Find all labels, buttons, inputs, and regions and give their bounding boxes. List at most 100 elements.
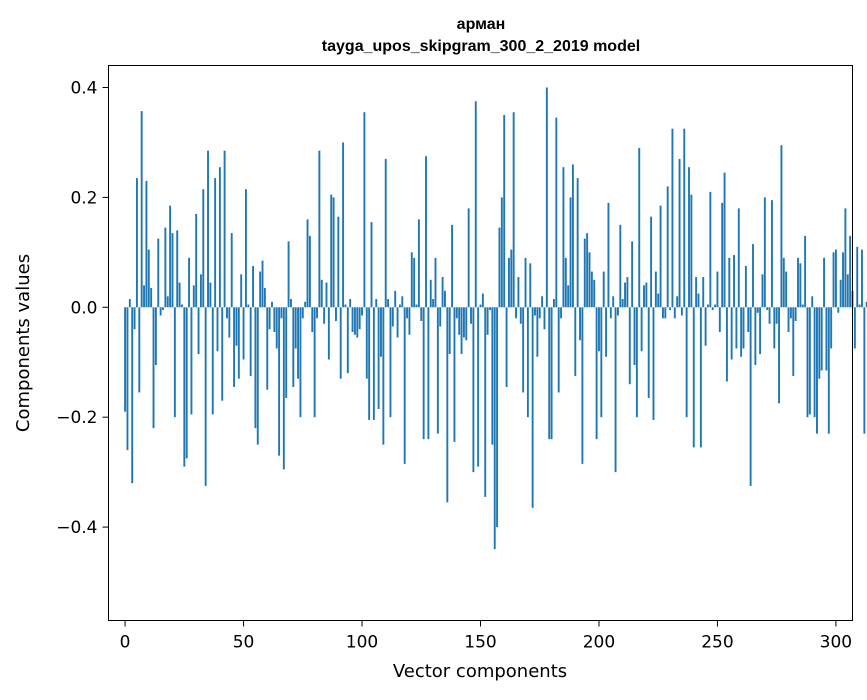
bar: [643, 285, 645, 308]
bar: [619, 224, 622, 308]
bar: [837, 307, 840, 313]
bar: [730, 307, 733, 360]
bar: [415, 304, 418, 308]
bar: [664, 307, 667, 319]
bar: [519, 307, 522, 324]
bar: [550, 307, 553, 440]
bar: [583, 238, 586, 308]
bar: [477, 307, 480, 467]
bar: [555, 117, 558, 308]
bar: [733, 255, 735, 308]
bar: [678, 158, 681, 308]
bar: [692, 307, 695, 448]
bar: [249, 307, 252, 376]
bar: [176, 230, 179, 308]
bar: [166, 296, 169, 308]
bar: [709, 191, 712, 308]
y-tick-label: −0.4: [56, 518, 97, 538]
bar: [375, 299, 378, 308]
bar: [358, 307, 361, 330]
bar: [804, 235, 807, 308]
bar: [628, 307, 631, 385]
bar: [252, 266, 254, 308]
bar: [256, 307, 259, 445]
bar: [436, 307, 439, 434]
bar: [247, 304, 250, 308]
bar: [711, 307, 714, 311]
bar: [408, 307, 411, 335]
bar: [811, 296, 814, 308]
bar: [444, 290, 446, 308]
bar: [507, 257, 510, 308]
bar: [562, 167, 565, 308]
bar: [515, 307, 517, 319]
bar: [441, 277, 444, 308]
bar: [164, 227, 167, 308]
bar: [199, 274, 202, 308]
plot-frame: [108, 65, 853, 621]
bar: [813, 307, 816, 418]
bar: [560, 307, 563, 319]
bar: [759, 307, 762, 354]
bar: [574, 307, 577, 376]
bar: [489, 307, 491, 311]
bar: [294, 307, 297, 349]
bar: [306, 219, 309, 308]
bar: [448, 307, 451, 354]
bar: [865, 301, 867, 308]
bar: [531, 307, 534, 508]
bar: [595, 307, 598, 440]
bar: [526, 307, 529, 418]
bar: [846, 274, 849, 308]
bar: [725, 307, 728, 382]
bar: [621, 299, 624, 308]
bar: [467, 208, 470, 308]
bar: [351, 307, 354, 333]
bar: [861, 249, 863, 308]
bar: [192, 285, 195, 308]
bar: [820, 307, 823, 371]
bar: [218, 167, 221, 308]
bar: [763, 197, 766, 308]
bar: [455, 307, 458, 319]
bar: [401, 296, 404, 308]
bar: [626, 277, 629, 308]
bar: [382, 307, 385, 445]
bar: [816, 307, 818, 434]
bar: [543, 307, 546, 330]
bar: [335, 307, 337, 322]
bar: [548, 307, 551, 440]
bar: [157, 238, 160, 308]
bar: [384, 158, 387, 308]
bar: [721, 202, 724, 308]
bar: [718, 307, 721, 333]
bar: [688, 167, 690, 308]
bar: [609, 307, 612, 319]
bar: [512, 112, 515, 308]
bar: [370, 222, 373, 308]
bar: [133, 307, 136, 330]
bar: [425, 156, 427, 308]
bar: [147, 249, 150, 308]
bar: [479, 304, 482, 308]
bar: [410, 252, 413, 308]
bar: [273, 307, 276, 333]
x-tick-label: 0: [120, 633, 131, 653]
bar: [588, 252, 591, 308]
bar: [569, 197, 572, 308]
bar: [417, 219, 420, 308]
bar: [616, 307, 619, 316]
bar: [728, 257, 731, 308]
bar: [344, 304, 347, 308]
chart-subtitle: tayga_upos_skipgram_300_2_2019 model: [322, 38, 640, 55]
bar: [659, 205, 662, 308]
bar: [244, 189, 247, 308]
bar: [396, 307, 399, 338]
bar: [325, 282, 328, 308]
bar: [434, 257, 437, 308]
bar: [422, 307, 425, 440]
bar: [590, 271, 593, 308]
bar: [427, 307, 430, 440]
bar: [282, 307, 285, 470]
bar: [481, 293, 484, 308]
